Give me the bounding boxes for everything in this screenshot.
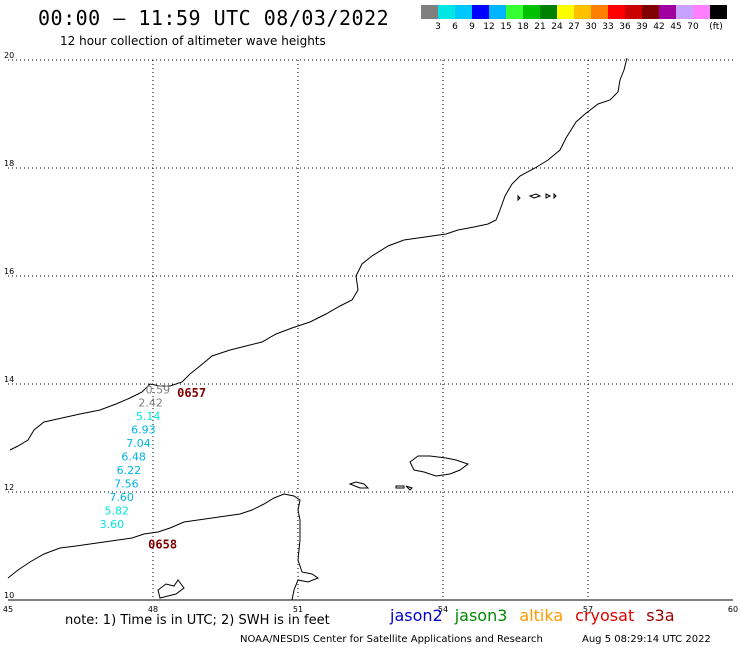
colorbar-swatch xyxy=(642,5,659,19)
wave-height-track: 0.592.425.146.937.046.486.227.567.605.82… xyxy=(100,383,206,551)
colorbar-label: 12 xyxy=(483,22,495,32)
map-title: 00:00 – 11:59 UTC 08/03/2022 xyxy=(38,6,390,30)
wave-height-value: 6.93 xyxy=(131,423,156,436)
colorbar-label: 39 xyxy=(636,22,648,32)
colorbar-label: 45 xyxy=(670,22,682,32)
legend-jason3: jason3 xyxy=(454,606,508,625)
lat-tick-label: 12 xyxy=(4,483,14,492)
colorbar-label: 70 xyxy=(687,22,699,32)
colorbar-label: 24 xyxy=(551,22,563,32)
colorbar-label: 6 xyxy=(452,22,458,32)
lon-tick-label: 51 xyxy=(293,605,303,614)
colorbar-swatch xyxy=(421,5,438,19)
colorbar-label: 9 xyxy=(469,22,475,32)
legend-s3a: s3a xyxy=(646,606,675,625)
map-subtitle: 12 hour collection of altimeter wave hei… xyxy=(60,34,326,48)
track-time-label: 0657 xyxy=(177,386,206,400)
credit-text: NOAA/NESDIS Center for Satellite Applica… xyxy=(240,634,543,645)
coastline xyxy=(7,57,628,601)
colorbar-swatch xyxy=(455,5,472,19)
colorbar-swatch xyxy=(693,5,710,19)
colorbar-label: 30 xyxy=(585,22,597,32)
colorbar-swatch xyxy=(710,5,727,19)
colorbar-swatch xyxy=(540,5,557,19)
colorbar-swatch xyxy=(506,5,523,19)
colorbar-label: 15 xyxy=(500,22,512,32)
colorbar-swatch xyxy=(557,5,574,19)
lat-lon-grid xyxy=(8,59,733,601)
lat-tick-label: 18 xyxy=(4,159,14,168)
wave-height-value: 5.14 xyxy=(136,410,161,423)
colorbar-labels: 3 6 9 12 15 18 21 24 27 30 33 36 39 42 45 70 (ft) xyxy=(421,22,740,34)
lat-tick-label: 20 xyxy=(4,51,14,60)
lon-tick-label: 54 xyxy=(438,605,448,614)
colorbar-label: 21 xyxy=(534,22,546,32)
lat-tick-label: 10 xyxy=(4,591,14,600)
colorbar-swatch xyxy=(659,5,676,19)
legend-altika: altika xyxy=(519,606,564,625)
wave-height-value: 7.60 xyxy=(109,491,134,504)
lat-tick-label: 16 xyxy=(4,267,14,276)
satellite-legend: jason2 jason3 altika cryosat s3a xyxy=(390,606,687,625)
lon-tick-label: 45 xyxy=(3,605,13,614)
wave-height-value: 7.04 xyxy=(126,437,151,450)
colorbar-label: 3 xyxy=(435,22,441,32)
colorbar-swatch xyxy=(574,5,591,19)
wave-height-value: 7.56 xyxy=(114,477,139,490)
colorbar-swatch xyxy=(608,5,625,19)
colorbar-swatch xyxy=(625,5,642,19)
colorbar-swatch xyxy=(523,5,540,19)
colorbar-label: (ft) xyxy=(709,22,723,32)
wave-height-value: 6.22 xyxy=(117,464,142,477)
lon-tick-label: 48 xyxy=(148,605,158,614)
colorbar-label: 36 xyxy=(619,22,631,32)
wave-height-value: 5.82 xyxy=(105,504,130,517)
legend-cryosat: cryosat xyxy=(575,606,635,625)
lat-tick-label: 14 xyxy=(4,375,14,384)
colorbar-swatch xyxy=(472,5,489,19)
footer-note: note: 1) Time is in UTC; 2) SWH is in fe… xyxy=(65,613,330,628)
axis-labels: 45 48 51 54 57 60 20 18 16 14 12 10 xyxy=(3,51,738,614)
colorbar-swatch xyxy=(489,5,506,19)
generation-timestamp: Aug 5 08:29:14 UTC 2022 xyxy=(582,634,711,645)
colorbar-swatch xyxy=(438,5,455,19)
colorbar-swatch xyxy=(591,5,608,19)
colorbar-label: 27 xyxy=(568,22,580,32)
legend-jason2: jason2 xyxy=(390,606,443,625)
lon-tick-label: 57 xyxy=(583,605,593,614)
wave-height-value: 3.60 xyxy=(100,518,125,531)
colorbar-label: 42 xyxy=(653,22,665,32)
lon-tick-label: 60 xyxy=(728,605,738,614)
track-time-label: 0658 xyxy=(148,537,177,551)
wave-height-value: 6.48 xyxy=(121,450,146,463)
colorbar-label: 18 xyxy=(517,22,529,32)
colorbar-swatch xyxy=(676,5,693,19)
wave-height-value: 0.59 xyxy=(146,383,171,396)
wave-height-value: 2.42 xyxy=(138,396,163,409)
wave-height-colorbar xyxy=(421,5,727,19)
colorbar-label: 33 xyxy=(602,22,614,32)
